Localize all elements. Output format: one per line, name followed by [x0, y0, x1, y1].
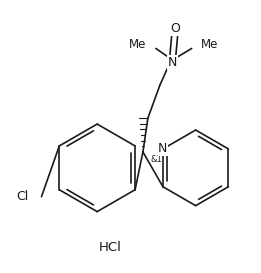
Text: O: O	[170, 22, 180, 35]
Text: HCl: HCl	[99, 241, 122, 254]
Text: &1: &1	[151, 155, 163, 164]
Text: Me: Me	[129, 38, 147, 51]
Text: Cl: Cl	[16, 190, 29, 203]
Text: Me: Me	[201, 38, 218, 51]
Text: N: N	[168, 56, 177, 69]
Text: N: N	[158, 143, 168, 155]
